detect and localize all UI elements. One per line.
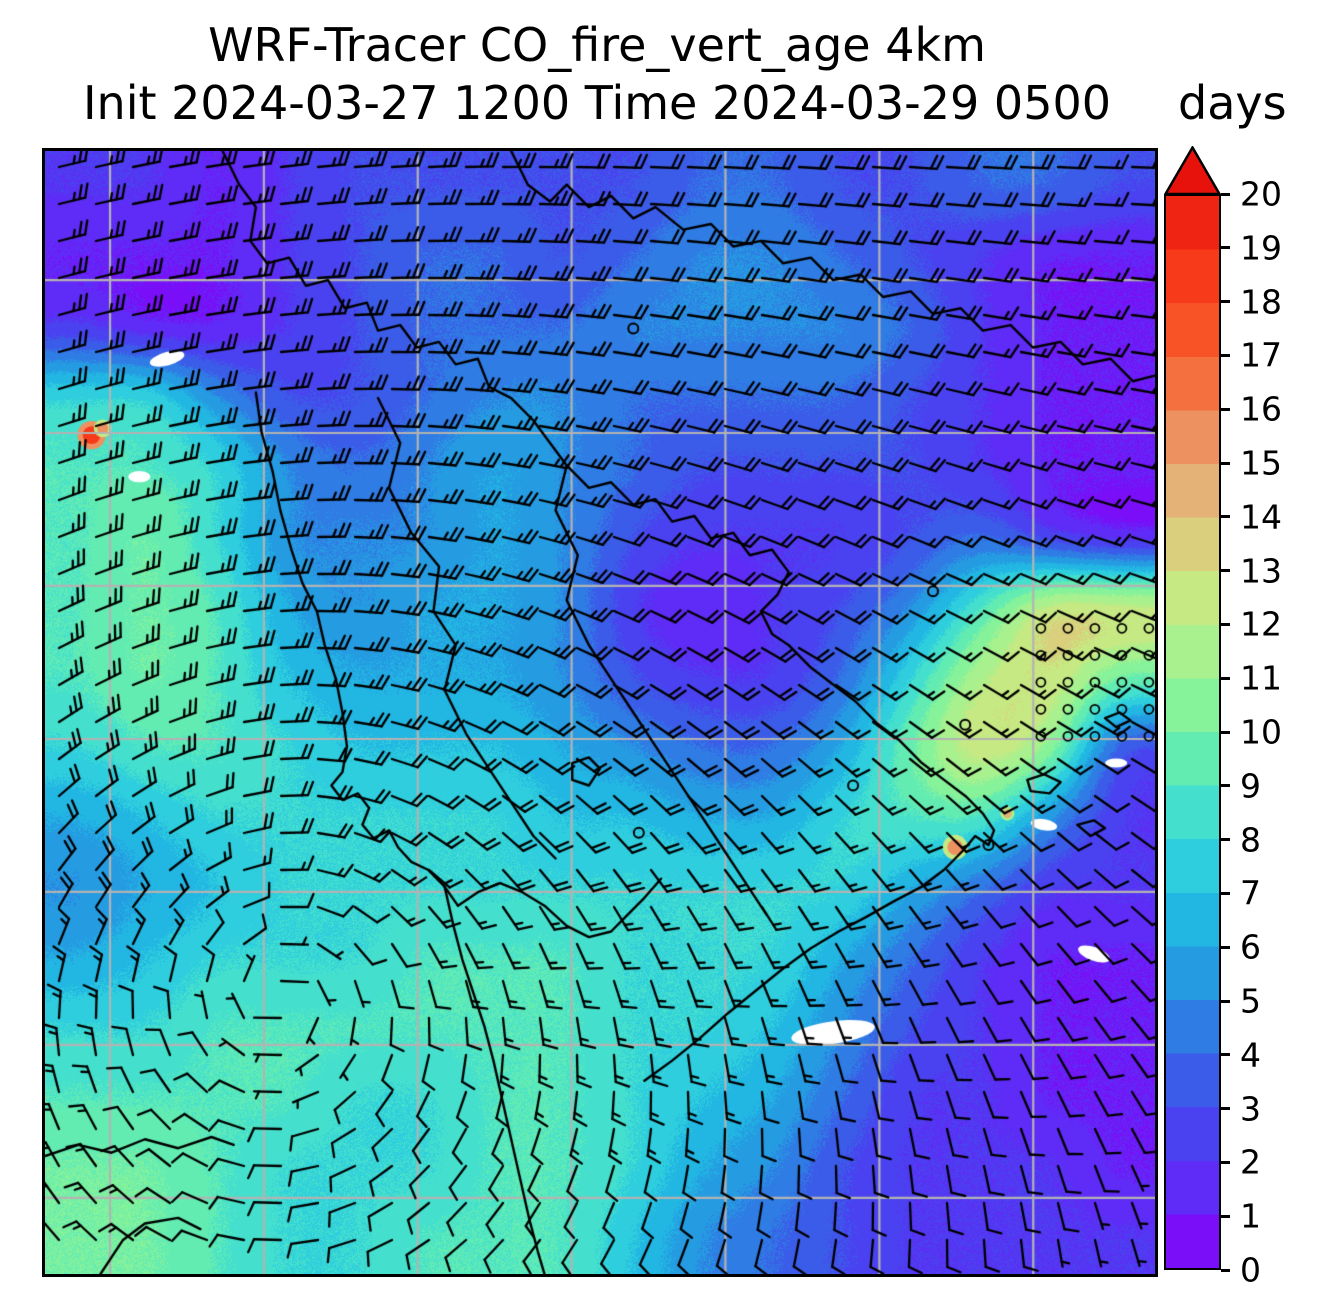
colorbar-extend-arrow — [1164, 146, 1221, 195]
colorbar-tick — [1221, 999, 1230, 1003]
plot-subtitle: Init 2024-03-27 1200 Time 2024-03-29 050… — [82, 76, 1111, 130]
colorbar-tick-label: 12 — [1240, 604, 1282, 644]
colorbar-tick — [1221, 1160, 1230, 1164]
colorbar-tick — [1221, 1053, 1230, 1057]
colorbar-tick-label: 5 — [1240, 981, 1261, 1021]
colorbar-tick — [1221, 353, 1230, 357]
colorbar-tick — [1221, 1268, 1230, 1272]
colorbar-tick — [1221, 1107, 1230, 1111]
colorbar-tick — [1221, 407, 1230, 411]
colorbar-tick-label: 9 — [1240, 766, 1261, 806]
colorbar-tick-label: 6 — [1240, 927, 1261, 967]
colorbar-tick-label: 13 — [1240, 551, 1282, 591]
colorbar-tick-label: 3 — [1240, 1089, 1261, 1129]
colorbar-tick — [1221, 1214, 1230, 1218]
colorbar-tick-label: 18 — [1240, 282, 1282, 322]
colorbar-tick — [1221, 676, 1230, 680]
colorbar-tick — [1221, 891, 1230, 895]
colorbar-tick — [1221, 300, 1230, 304]
colorbar-tick — [1221, 784, 1230, 788]
colorbar-tick — [1221, 569, 1230, 573]
colorbar-tick-label: 11 — [1240, 658, 1282, 698]
colorbar-tick-label: 8 — [1240, 820, 1261, 860]
colorbar-tick-label: 16 — [1240, 389, 1282, 429]
colorbar-tick — [1221, 246, 1230, 250]
colorbar-tick-label: 15 — [1240, 443, 1282, 483]
colorbar-tick — [1221, 945, 1230, 949]
colorbar-tick-label: 14 — [1240, 497, 1282, 537]
colorbar-tick-label: 10 — [1240, 712, 1282, 752]
colorbar-tick — [1221, 622, 1230, 626]
colorbar-tick-label: 19 — [1240, 228, 1282, 268]
colorbar-tick-label: 4 — [1240, 1035, 1261, 1075]
map-plot-canvas — [42, 148, 1158, 1277]
colorbar-tick — [1221, 461, 1230, 465]
colorbar-tick — [1221, 192, 1230, 196]
colorbar-tick-label: 0 — [1240, 1250, 1261, 1290]
colorbar-tick-label: 17 — [1240, 335, 1282, 375]
plot-title: WRF-Tracer CO_fire_vert_age 4km — [208, 18, 986, 72]
colorbar-tick — [1221, 838, 1230, 842]
colorbar-tick-label: 2 — [1240, 1142, 1261, 1182]
colorbar-gradient — [1164, 194, 1221, 1270]
colorbar-tick-label: 20 — [1240, 174, 1282, 214]
colorbar: 0 1 2 3 4 5 6 7 8 9 10 11 12 13 14 15 16 17 18 19 20 — [1164, 146, 1282, 1287]
colorbar-units-label: days — [1178, 76, 1287, 130]
colorbar-tick-label: 1 — [1240, 1196, 1261, 1236]
colorbar-tick-label: 7 — [1240, 873, 1261, 913]
colorbar-tick — [1221, 515, 1230, 519]
colorbar-tick — [1221, 730, 1230, 734]
